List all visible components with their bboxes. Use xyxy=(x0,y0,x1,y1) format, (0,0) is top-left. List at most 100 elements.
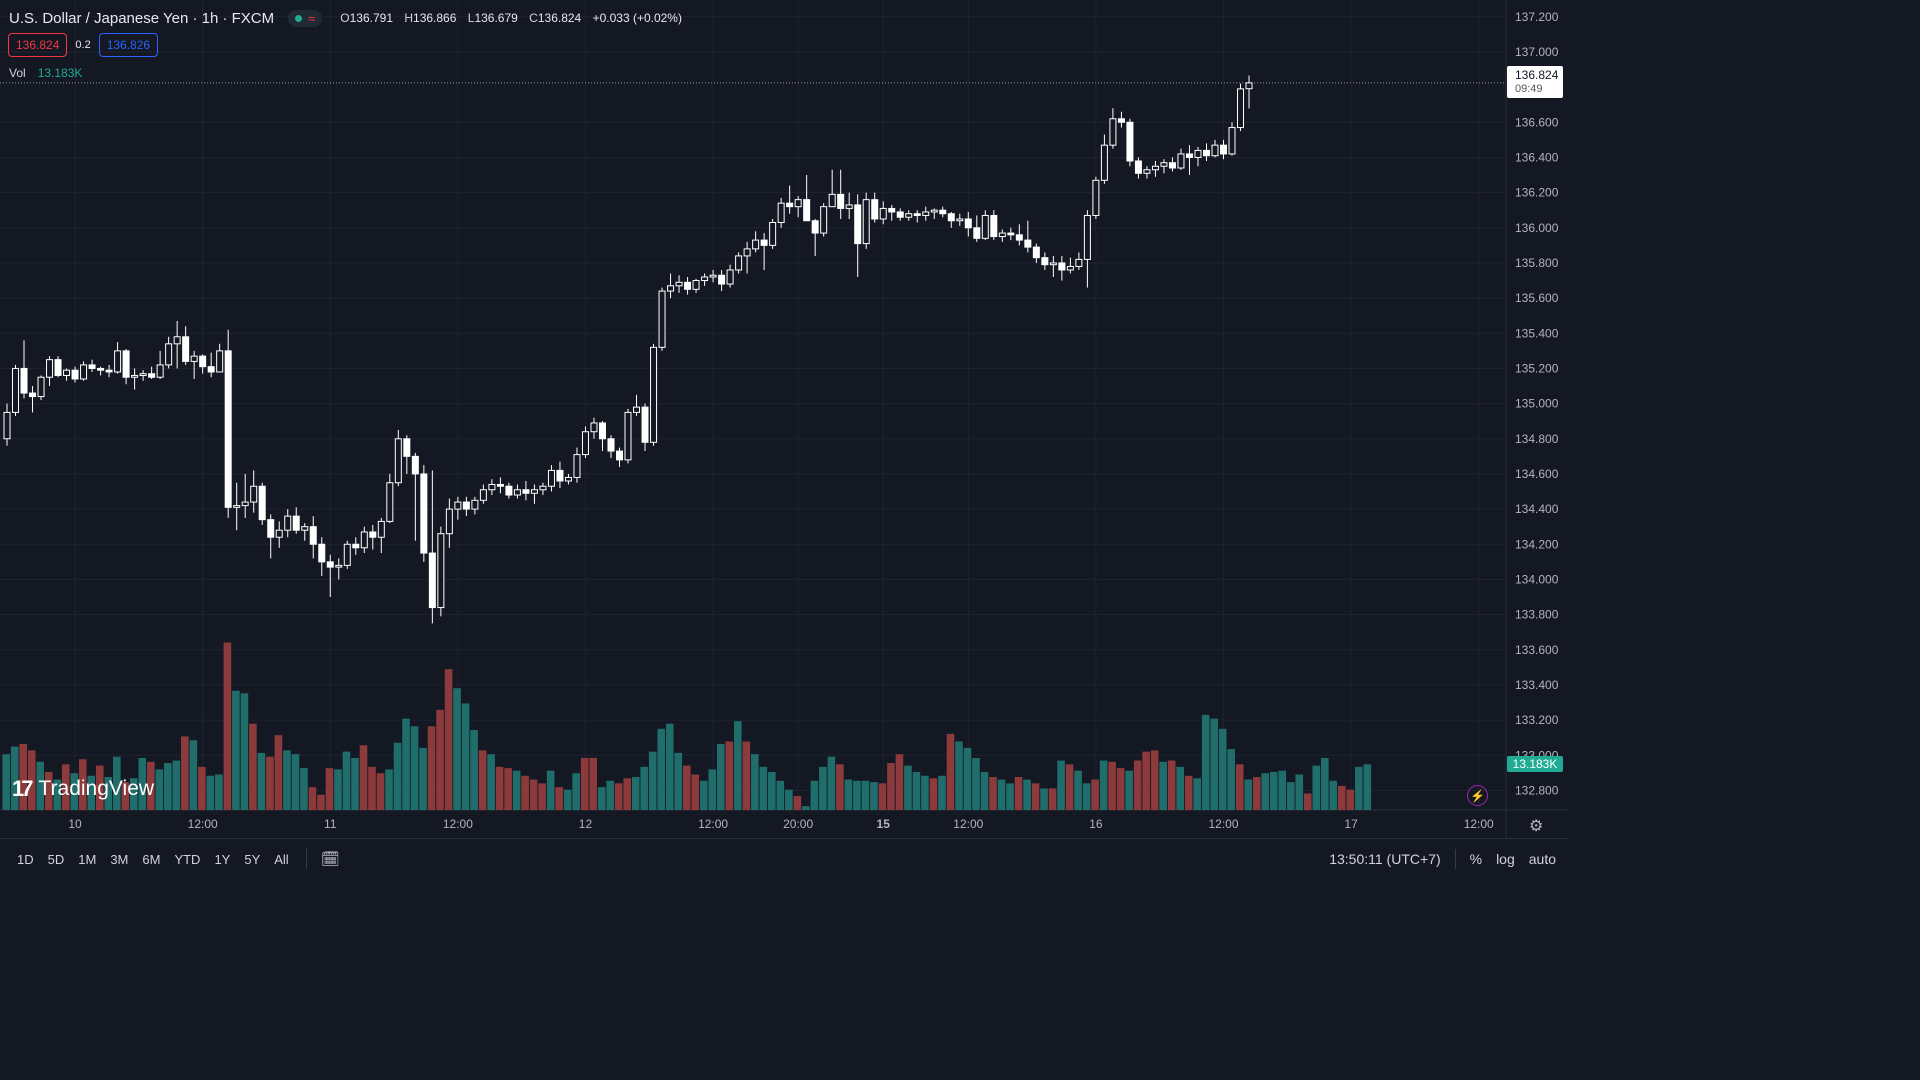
candle xyxy=(241,473,249,518)
percent-scale-toggle[interactable]: % xyxy=(1469,851,1483,867)
time-scale[interactable]: 10 12:00 11 12:00 12 12:00 20:00 15 12:00 16 12:00… xyxy=(68,817,1494,831)
candle xyxy=(1228,122,1236,156)
range-5d-button[interactable]: 5D xyxy=(47,851,65,867)
range-3m-button[interactable]: 3M xyxy=(110,851,129,867)
candle xyxy=(454,496,462,520)
candle-body xyxy=(207,366,215,373)
price-tick-label: 135.200 xyxy=(1515,361,1559,375)
range-1d-button[interactable]: 1D xyxy=(17,851,34,867)
auto-scale-toggle[interactable]: auto xyxy=(1528,851,1556,867)
candle xyxy=(20,340,28,399)
range-1m-button[interactable]: 1M xyxy=(78,851,97,867)
candle-body xyxy=(1015,234,1023,241)
price-chart[interactable]: 137.200 137.000 136.600 136.400 136.200 136.0… xyxy=(0,0,1568,838)
volume-bar xyxy=(10,746,19,810)
volume-bar xyxy=(1184,775,1193,810)
log-scale-toggle[interactable]: log xyxy=(1496,851,1515,867)
volume-bar xyxy=(861,780,870,810)
range-6m-button[interactable]: 6M xyxy=(142,851,161,867)
candle xyxy=(420,465,428,562)
volume-bar xyxy=(640,766,649,810)
range-5y-button[interactable]: 5Y xyxy=(244,851,261,867)
candle xyxy=(1024,220,1032,253)
candle xyxy=(820,203,828,237)
volume-bar xyxy=(78,759,87,810)
candle xyxy=(1015,224,1023,246)
volume-bar xyxy=(1142,751,1150,810)
volume-bar xyxy=(419,747,427,810)
candle-body xyxy=(1237,88,1245,129)
volume-bar xyxy=(802,806,810,810)
volume-bar xyxy=(1040,788,1048,810)
change-value: +0.033 (+0.02%) xyxy=(592,11,682,25)
volume-bar xyxy=(563,789,572,810)
candle-body xyxy=(173,336,181,345)
range-1y-button[interactable]: 1Y xyxy=(214,851,231,867)
candle xyxy=(71,366,79,383)
clock-timezone[interactable]: 13:50:11 (UTC+7) xyxy=(1329,851,1441,867)
goto-date-icon[interactable]: 🗓 xyxy=(320,851,340,868)
price-tick-label: 134.000 xyxy=(1515,572,1559,586)
volume-bar xyxy=(691,774,700,810)
sell-button[interactable]: 136.824 xyxy=(8,33,68,57)
volume-bar xyxy=(742,741,751,810)
volume-bar xyxy=(929,778,938,810)
candle xyxy=(650,343,658,446)
price-tick-label: 133.800 xyxy=(1515,608,1559,622)
candle xyxy=(786,185,794,214)
ohlc-values: O136.791 H136.866 L136.679 C136.824 +0.0… xyxy=(340,11,682,25)
candle xyxy=(428,470,436,624)
volume-bar xyxy=(2,754,10,810)
market-status[interactable]: ≈ xyxy=(288,9,323,27)
volume-bar xyxy=(648,751,657,810)
candle-body xyxy=(820,206,828,234)
candle xyxy=(760,233,768,270)
range-ytd-button[interactable]: YTD xyxy=(174,851,201,867)
candle xyxy=(692,278,700,293)
candle-body xyxy=(309,526,317,545)
volume-legend[interactable]: Vol 13.183K xyxy=(9,66,82,80)
candle-body xyxy=(854,204,862,245)
volume-bar xyxy=(1023,779,1031,810)
candle-body xyxy=(105,369,113,373)
symbol-title[interactable]: U.S. Dollar / Japanese Yen · 1h · FXCM xyxy=(9,9,275,27)
volume-bar xyxy=(938,775,946,810)
lightning-icon[interactable]: ⚡ xyxy=(1467,785,1488,806)
tradingview-logo[interactable]: 17 TradingView xyxy=(12,776,154,802)
volume-bar xyxy=(878,783,887,810)
candle-body xyxy=(998,232,1006,238)
volume-bar xyxy=(657,728,666,810)
candle xyxy=(37,375,45,401)
candle xyxy=(607,435,615,459)
candle xyxy=(301,523,309,541)
buy-button[interactable]: 136.826 xyxy=(98,33,159,57)
volume-bar xyxy=(512,770,521,810)
candle xyxy=(973,215,981,242)
candlesticks xyxy=(0,75,1505,624)
candle-body xyxy=(513,489,521,496)
candle xyxy=(173,320,181,369)
candle-body xyxy=(301,526,309,531)
candle-body xyxy=(547,469,555,487)
time-tick-label: 16 xyxy=(1089,817,1103,831)
candle xyxy=(556,461,564,488)
volume-bar xyxy=(1057,760,1065,810)
volume-bar xyxy=(1074,770,1082,810)
candle-body xyxy=(1075,258,1083,267)
candle-body xyxy=(428,552,436,609)
range-all-button[interactable]: All xyxy=(274,851,289,867)
volume-bar xyxy=(1133,760,1142,810)
candle xyxy=(879,201,887,225)
volume-bar xyxy=(810,780,819,810)
candle-body xyxy=(947,213,955,222)
candle xyxy=(590,417,598,439)
candle xyxy=(1049,255,1057,278)
volume-bar xyxy=(130,778,138,810)
candle xyxy=(837,169,845,219)
gear-icon[interactable]: ⚙ xyxy=(1529,818,1544,835)
volume-bar xyxy=(155,769,164,810)
price-scale[interactable]: 137.200 137.000 136.600 136.400 136.200 136.0… xyxy=(1515,10,1559,798)
candle xyxy=(471,496,479,515)
candle xyxy=(777,197,785,228)
volume-bar xyxy=(895,754,904,810)
